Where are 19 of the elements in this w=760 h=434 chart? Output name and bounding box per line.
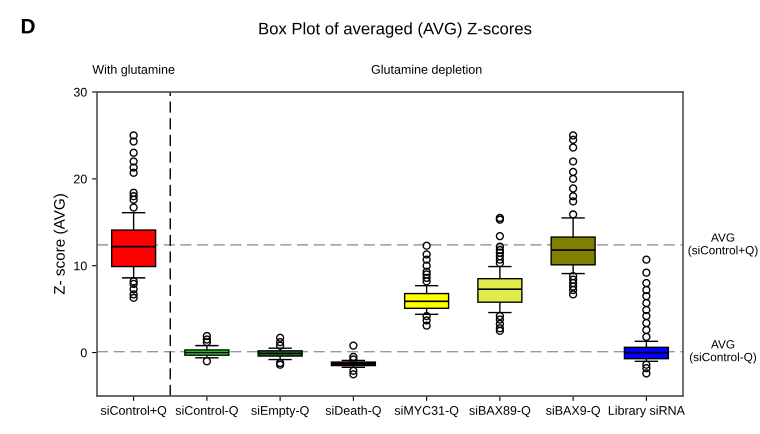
ref-line-label: AVG (siControl+Q) [688, 233, 758, 257]
text: With glutamine [92, 64, 174, 76]
y-tick-label: 20 [74, 174, 87, 184]
ref-line-label: AVG (siControl-Q) [690, 340, 756, 364]
chart-title: Box Plot of averaged (AVG) Z-scores [259, 22, 532, 38]
x-tick-label: siBAX89-Q [469, 406, 530, 418]
y-tick-label: 30 [74, 88, 87, 97]
y-tick-label: 0 [80, 348, 87, 358]
x-tick-label: siEmpty-Q [251, 406, 309, 418]
x-tick-label: siMYC31-Q [394, 406, 458, 418]
text: D [22, 19, 35, 34]
x-tick-label: Library siRNA [608, 406, 685, 418]
x-tick-label: siControl-Q [176, 406, 238, 418]
x-tick-label: siControl+Q [100, 406, 166, 418]
x-tick-label: siBAX9-Q [546, 406, 600, 418]
y-tick-label: 10 [74, 262, 87, 270]
text: Glutamine depletion [372, 64, 482, 76]
y-axis-title: Z- score (AVG) [54, 194, 68, 294]
x-tick-label: siDeath-Q [326, 406, 381, 418]
